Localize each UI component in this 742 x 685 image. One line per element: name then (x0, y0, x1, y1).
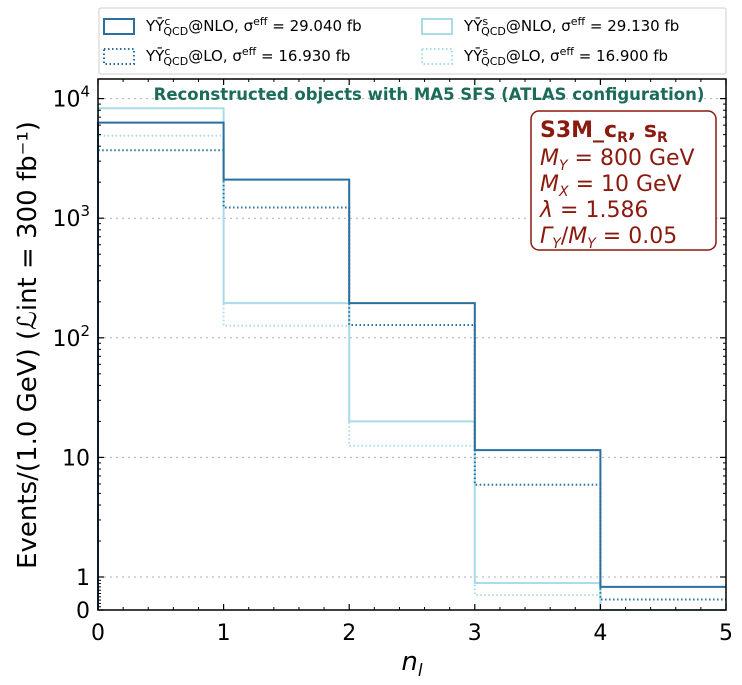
y-tick-label: 104 (52, 83, 90, 113)
plot-area: 0 1 10 102 103 104 0 1 2 3 4 5 (52, 78, 733, 646)
series-layer (97, 107, 726, 611)
annotation-line-width-ratio: ΓY/MY = 0.05 (540, 224, 677, 252)
legend-swatch (421, 48, 453, 65)
x-tick-label: 1 (217, 621, 231, 646)
x-tick-label: 3 (468, 621, 482, 646)
y-tick-label: 0 (76, 599, 90, 624)
legend-label: YȲc QCD@NLO, σeff = 29.040 fb (145, 15, 362, 38)
y-tick-label: 10 (62, 446, 90, 471)
legend-swatch (421, 18, 453, 35)
x-tick-label: 0 (91, 621, 105, 646)
plot-subtitle: Reconstructed objects with MA5 SFS (ATLA… (154, 85, 705, 104)
y-tick-label: 102 (52, 322, 90, 352)
legend-label: YȲs QCD@LO, σeff = 16.900 fb (463, 45, 668, 68)
model-annotation: S3M_cR, sR MY = 800 GeV MX = 10 GeV λ = … (530, 110, 717, 252)
x-axis-title: nl (401, 647, 422, 681)
legend-swatch (103, 48, 135, 65)
legend-label: YȲs QCD@NLO, σeff = 29.130 fb (463, 15, 679, 38)
y-tick-label: 103 (52, 202, 90, 232)
legend: YȲc QCD@NLO, σeff = 29.040 fb YȲc QCD@LO, σ… (98, 7, 727, 75)
y-axis-title: Events/(1.0 GeV) (ℒint = 300 fb⁻¹) (13, 121, 43, 569)
legend-frame (98, 7, 727, 75)
series-line (97, 107, 726, 611)
y-tick-label: 1 (76, 566, 90, 591)
annotation-line-mass-y: MY = 800 GeV (540, 146, 695, 174)
x-tick-label: 5 (719, 621, 733, 646)
annotation-line-lambda: λ = 1.586 (539, 198, 648, 223)
axes-frame (97, 78, 727, 611)
legend-label: YȲc QCD@LO, σeff = 16.930 fb (145, 45, 350, 68)
ticks: 0 1 10 102 103 104 0 1 2 3 4 5 (52, 79, 733, 646)
series-line (97, 121, 726, 610)
annotation-line-mass-x: MX = 10 GeV (540, 172, 682, 200)
x-tick-label: 2 (342, 621, 356, 646)
x-tick-label: 4 (593, 621, 607, 646)
legend-swatch (103, 18, 135, 35)
annotation-title: S3M_cR, sR (540, 118, 668, 146)
annotation-frame (530, 110, 717, 251)
series-line (97, 134, 726, 611)
